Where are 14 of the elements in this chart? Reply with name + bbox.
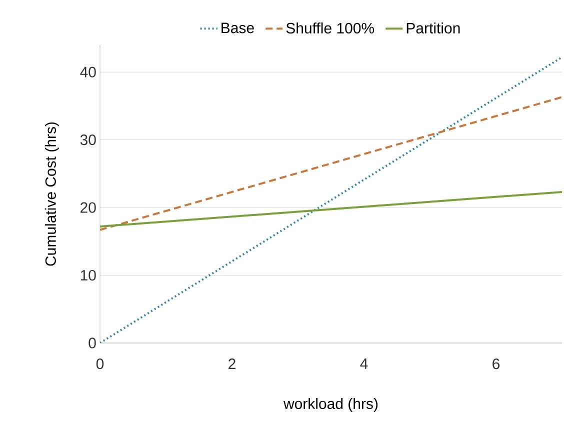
legend-label: Partition	[406, 22, 460, 34]
y-tick-label: 20	[80, 202, 96, 213]
x-axis-title: workload (hrs)	[283, 398, 378, 412]
y-tick-label: 30	[80, 134, 96, 146]
y-tick-label: 0	[88, 338, 96, 348]
y-axis-title: Cumulative Cost (hrs)	[44, 122, 59, 266]
y-tick-label: 40	[80, 66, 96, 78]
x-tick-label: 6	[492, 358, 500, 370]
y-tick-label: 10	[80, 270, 96, 281]
x-tick-label: 0	[96, 358, 104, 370]
legend-label: Base	[222, 22, 254, 34]
x-tick-label: 4	[360, 358, 368, 369]
x-tick-label: 2	[228, 358, 236, 369]
legend-label: Shuffle 100%	[286, 22, 374, 34]
